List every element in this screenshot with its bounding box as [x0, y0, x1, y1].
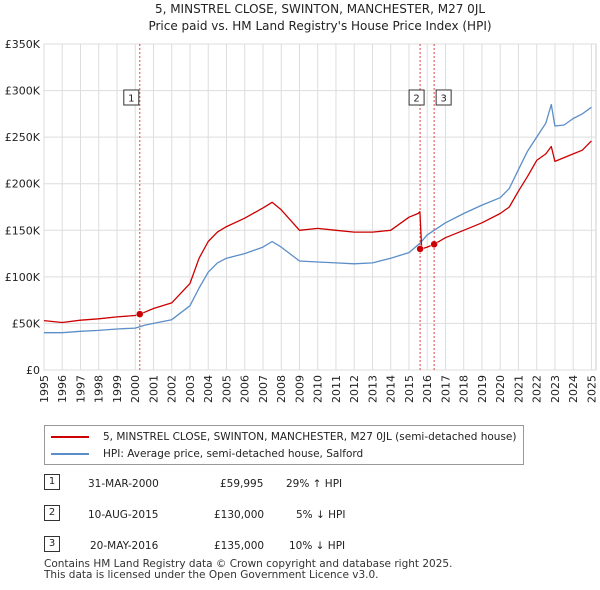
series-lines [43, 103, 592, 334]
x-tick-label: 2001 [147, 375, 160, 403]
legend-item-hpi: HPI: Average price, semi-detached house,… [51, 446, 363, 462]
x-tick-label: 2021 [512, 375, 525, 403]
transaction-row: 2 10-AUG-2015 £130,000 5% ↓ HPI [44, 505, 374, 527]
transaction-number: 1 [44, 474, 60, 490]
transaction-price: £135,000 [214, 540, 265, 552]
x-tick-label: 2006 [239, 375, 252, 403]
x-tick-label: 2018 [458, 375, 471, 403]
x-tick-label: 2019 [476, 375, 489, 403]
chart-title: 5, MINSTREL CLOSE, SWINTON, MANCHESTER, … [155, 2, 485, 16]
y-tick-label: £250K [5, 131, 41, 144]
x-tick-label: 2020 [494, 375, 507, 403]
hpi-line [44, 103, 592, 334]
property-price-line [43, 140, 592, 324]
x-tick-label: 1998 [93, 375, 106, 403]
transaction-number: 2 [44, 505, 60, 521]
sale-point [136, 310, 144, 318]
sale-marker-box [408, 89, 425, 106]
x-tick-label: 2025 [585, 375, 598, 403]
sale-marker-box [123, 89, 140, 106]
x-tick-label: 2010 [312, 375, 325, 403]
x-tick-label: 2007 [257, 375, 270, 403]
footer: Contains HM Land Registry data © Crown c… [44, 559, 452, 581]
y-tick-label: £50K [12, 317, 41, 330]
y-tick-label: £200K [5, 178, 41, 191]
sale-point [416, 245, 424, 253]
sale-marker-box [435, 89, 452, 106]
y-tick-label: £150K [5, 224, 41, 237]
x-tick-label: 2005 [220, 375, 233, 403]
transaction-hpi: 10% ↓ HPI [289, 540, 346, 552]
legend-label-property: 5, MINSTREL CLOSE, SWINTON, MANCHESTER, … [103, 431, 517, 443]
transaction-row: 1 31-MAR-2000 £59,995 29% ↑ HPI [44, 474, 374, 496]
y-tick-label: £100K [5, 271, 41, 284]
x-tick-label: 2000 [129, 375, 142, 403]
x-tick-label: 2004 [202, 375, 215, 403]
legend-swatch-hpi [51, 453, 89, 455]
x-tick-label: 1997 [74, 375, 87, 403]
x-tick-label: 1999 [111, 375, 124, 403]
chart-subtitle: Price paid vs. HM Land Registry's House … [148, 19, 491, 33]
x-axis: 1995 1996 1997 1998 1999 2000 2001 2002 2003 2004… [38, 375, 598, 403]
legend-item-property: 5, MINSTREL CLOSE, SWINTON, MANCHESTER, … [51, 429, 516, 445]
x-tick-label: 2015 [403, 375, 416, 403]
x-tick-label: 1996 [56, 375, 69, 403]
y-axis: £0 £50K £100K £150K £200K £250K £300K £350K [5, 38, 41, 377]
footer-licence: This data is licensed under the Open Gov… [44, 569, 379, 581]
sale-point [430, 240, 438, 249]
sale-markers: 1 2 3 [123, 89, 452, 318]
transaction-date: 20-MAY-2016 [90, 540, 159, 552]
sale-marker-label: 3 [440, 94, 446, 105]
x-tick-label: 2014 [385, 375, 398, 403]
x-tick-label: 2017 [439, 375, 452, 403]
transaction-price: £130,000 [214, 509, 265, 521]
transaction-price: £59,995 [220, 478, 264, 490]
x-tick-label: 2016 [421, 375, 434, 403]
x-tick-label: 2003 [184, 375, 197, 403]
sale-marker-label: 1 [128, 94, 134, 105]
x-tick-label: 2024 [567, 375, 580, 403]
transaction-date: 10-AUG-2015 [88, 509, 159, 521]
legend-label-hpi: HPI: Average price, semi-detached house,… [103, 448, 364, 460]
x-tick-label: 2012 [348, 375, 361, 403]
x-tick-label: 2022 [531, 375, 544, 403]
x-tick-label: 2002 [166, 375, 179, 403]
footer-copyright: Contains HM Land Registry data © Crown c… [44, 558, 453, 570]
y-tick-label: £0 [26, 364, 40, 377]
transaction-hpi: 5% ↓ HPI [296, 509, 346, 521]
x-tick-label: 2013 [366, 375, 379, 403]
x-tick-label: 2008 [275, 375, 288, 403]
y-tick-label: £350K [5, 38, 41, 51]
x-tick-label: 2009 [293, 375, 306, 403]
x-tick-label: 2011 [330, 375, 343, 403]
x-tick-label: 2023 [549, 375, 562, 403]
transaction-date: 31-MAR-2000 [88, 478, 159, 490]
sale-marker-label: 2 [413, 94, 419, 105]
x-tick-label: 1995 [38, 375, 51, 403]
price-chart: 5, MINSTREL CLOSE, SWINTON, MANCHESTER, … [5, 2, 599, 403]
legend-swatch-property [51, 436, 89, 438]
grid [43, 43, 596, 371]
legend: 5, MINSTREL CLOSE, SWINTON, MANCHESTER, … [44, 425, 524, 465]
transaction-hpi: 29% ↑ HPI [286, 478, 343, 490]
y-tick-label: £300K [5, 85, 41, 98]
transaction-row: 3 20-MAY-2016 £135,000 10% ↓ HPI [44, 536, 374, 558]
transaction-number: 3 [44, 536, 60, 552]
